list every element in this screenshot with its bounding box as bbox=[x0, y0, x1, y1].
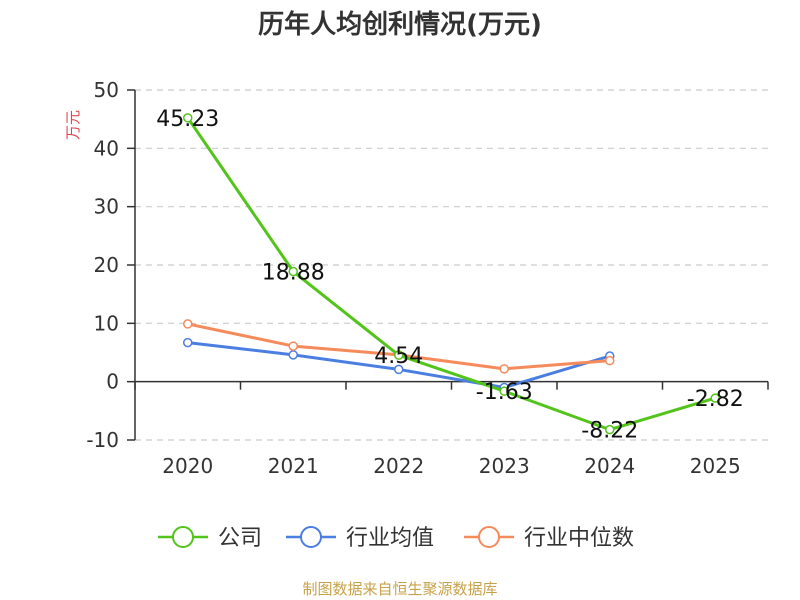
data-point bbox=[288, 350, 298, 360]
x-tick-label: 2021 bbox=[268, 454, 319, 478]
data-point bbox=[288, 341, 298, 351]
data-label: 18.88 bbox=[262, 261, 325, 286]
legend-marker bbox=[300, 526, 322, 548]
data-label: 45.23 bbox=[156, 107, 219, 132]
data-label: 4.54 bbox=[374, 344, 423, 369]
data-point bbox=[183, 319, 193, 329]
legend-label: 行业均值 bbox=[346, 526, 434, 551]
legend-label: 行业中位数 bbox=[524, 526, 634, 551]
data-point bbox=[710, 393, 720, 403]
data-point bbox=[183, 113, 193, 123]
data-point bbox=[394, 350, 404, 360]
data-label: -1.63 bbox=[476, 380, 533, 405]
data-point bbox=[499, 364, 509, 374]
y-tick-label: 30 bbox=[94, 195, 119, 219]
data-point bbox=[499, 386, 509, 396]
y-tick-label: 40 bbox=[94, 136, 119, 160]
legend-label: 公司 bbox=[218, 526, 262, 551]
data-point bbox=[394, 364, 404, 375]
x-tick-label: 2020 bbox=[162, 454, 213, 478]
y-tick-label: 10 bbox=[94, 311, 119, 335]
data-point bbox=[288, 266, 298, 277]
data-point bbox=[605, 424, 615, 435]
x-tick-label: 2023 bbox=[479, 454, 530, 478]
data-point bbox=[183, 337, 193, 348]
data-label: -8.22 bbox=[581, 419, 638, 444]
y-tick-label: 50 bbox=[94, 78, 119, 102]
legend-marker bbox=[478, 526, 500, 548]
y-tick-label: -10 bbox=[86, 428, 119, 452]
x-tick-label: 2022 bbox=[373, 454, 424, 478]
data-source-footer: 制图数据来自恒生聚源数据库 bbox=[302, 580, 498, 598]
x-tick-label: 2025 bbox=[690, 454, 741, 478]
y-tick-label: 20 bbox=[94, 253, 119, 277]
series-line bbox=[186, 116, 716, 432]
data-label: -2.82 bbox=[687, 387, 744, 412]
data-point bbox=[605, 355, 615, 366]
legend-marker bbox=[172, 526, 194, 548]
y-tick-label: 0 bbox=[106, 370, 119, 394]
chart-title: 历年人均创利情况(万元) bbox=[258, 10, 542, 40]
x-tick-label: 2024 bbox=[584, 454, 635, 478]
